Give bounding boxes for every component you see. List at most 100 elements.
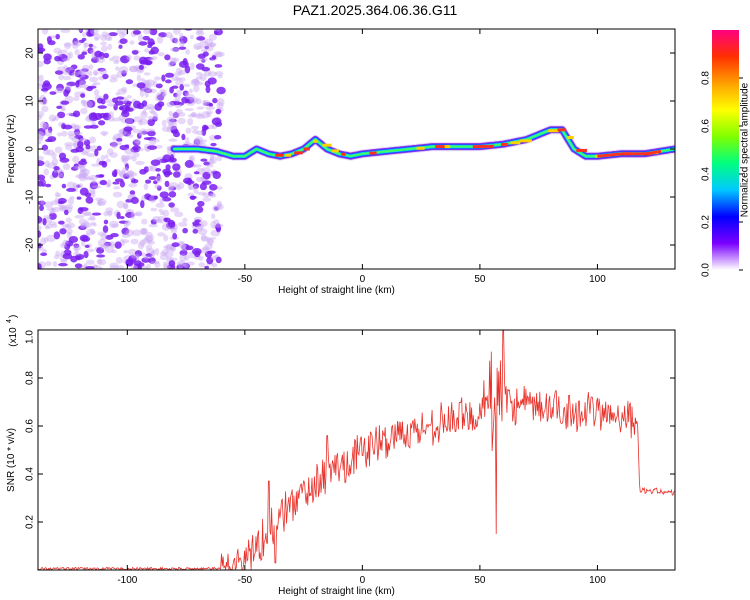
scale-factor-label: (x10 4)	[6, 315, 19, 347]
noise-speckle	[100, 232, 107, 241]
noise-speckle	[53, 254, 60, 260]
noise-speckle	[114, 241, 122, 249]
noise-speckle	[98, 174, 105, 178]
noise-speckle	[183, 263, 189, 268]
noise-speckle	[141, 228, 148, 235]
noise-speckle	[83, 42, 88, 49]
noise-speckle	[168, 138, 178, 142]
noise-speckle	[122, 167, 129, 172]
noise-speckle	[203, 161, 211, 166]
noise-speckle	[180, 244, 188, 252]
noise-speckle	[173, 72, 181, 77]
noise-speckle	[85, 144, 91, 150]
noise-speckle	[61, 130, 68, 137]
noise-speckle	[181, 96, 189, 104]
noise-speckle	[178, 60, 189, 68]
noise-speckle	[40, 200, 45, 205]
noise-speckle	[120, 55, 130, 64]
noise-speckle	[169, 86, 174, 94]
noise-speckle	[179, 36, 188, 44]
noise-speckle	[185, 127, 192, 134]
noise-speckle	[185, 49, 191, 55]
noise-speckle	[152, 138, 160, 143]
noise-speckle	[195, 76, 203, 80]
noise-speckle	[209, 154, 215, 162]
ridge-peak	[609, 153, 612, 157]
noise-speckle	[174, 37, 179, 45]
noise-speckle	[193, 164, 202, 168]
ridge-peak	[649, 151, 652, 155]
ridge-peak	[613, 153, 617, 157]
noise-speckle	[121, 70, 127, 77]
noise-speckle	[43, 53, 52, 61]
ridge-peak	[632, 152, 636, 156]
noise-speckle	[145, 253, 153, 258]
noise-speckle	[189, 195, 196, 201]
y-tick-label: 0.4	[25, 467, 36, 481]
noise-speckle	[81, 51, 88, 56]
noise-speckle	[110, 223, 119, 228]
noise-speckle	[118, 66, 129, 74]
noise-speckle	[211, 262, 218, 268]
noise-speckle	[169, 34, 174, 42]
noise-speckle	[144, 48, 150, 53]
noise-speckle	[56, 66, 67, 71]
noise-speckle	[44, 225, 50, 230]
noise-speckle	[217, 203, 224, 210]
noise-speckle	[72, 110, 81, 118]
noise-speckle	[97, 67, 106, 72]
noise-speckle	[109, 241, 115, 246]
noise-speckle	[69, 195, 75, 200]
noise-speckle	[86, 228, 96, 236]
noise-speckle	[163, 234, 169, 242]
noise-speckle	[156, 35, 164, 44]
noise-speckle	[133, 55, 141, 61]
noise-speckle	[38, 114, 43, 120]
y-tick-label: 20	[25, 47, 36, 59]
noise-speckle	[39, 98, 48, 106]
noise-speckle	[177, 221, 188, 227]
noise-speckle	[99, 179, 108, 186]
noise-speckle	[152, 215, 161, 223]
noise-speckle	[97, 199, 102, 206]
noise-speckle	[115, 66, 120, 72]
noise-speckle	[131, 156, 137, 162]
noise-speckle	[130, 196, 139, 205]
noise-speckle	[200, 233, 207, 242]
noise-speckle	[130, 238, 139, 245]
noise-speckle	[75, 255, 81, 261]
noise-speckle	[208, 42, 217, 47]
noise-speckle	[74, 214, 85, 219]
noise-speckle	[182, 217, 188, 223]
noise-speckle	[201, 139, 208, 143]
noise-speckle	[184, 254, 190, 261]
noise-speckle	[213, 219, 220, 224]
ridge-peak	[435, 145, 447, 149]
noise-speckle	[146, 263, 151, 269]
noise-speckle	[160, 251, 166, 257]
noise-speckle	[51, 206, 62, 213]
noise-speckle	[91, 212, 102, 216]
noise-speckle	[200, 220, 208, 227]
noise-speckle	[178, 46, 187, 50]
ridge-peak	[618, 152, 622, 156]
noise-speckle	[96, 198, 107, 205]
noise-speckle	[132, 139, 141, 146]
noise-speckle	[42, 122, 49, 131]
noise-speckle	[165, 31, 173, 39]
noise-speckle	[128, 183, 138, 188]
noise-speckle	[134, 250, 143, 257]
noise-speckle	[93, 82, 101, 86]
noise-speckle	[66, 112, 75, 116]
noise-speckle	[100, 41, 107, 46]
noise-speckle	[96, 258, 103, 265]
noise-speckle	[46, 207, 56, 211]
noise-speckle	[96, 200, 106, 207]
noise-speckle	[62, 253, 73, 260]
ridge-peak	[369, 151, 377, 155]
colorbar-tick-label: 0.4	[701, 167, 712, 181]
noise-speckle	[81, 151, 89, 156]
noise-speckle	[90, 49, 96, 54]
x-axis-label: Height of straight line (km)	[278, 586, 395, 597]
